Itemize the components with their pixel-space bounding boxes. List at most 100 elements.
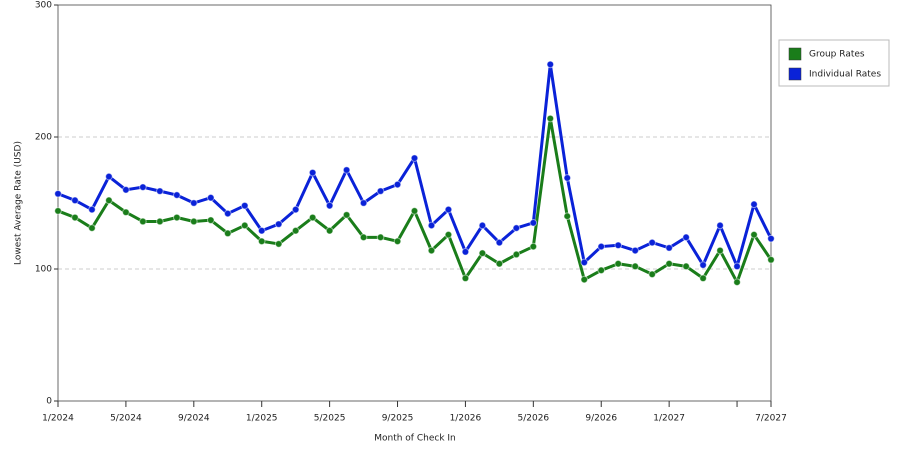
data-point <box>359 233 368 242</box>
y-tick-label: 300 <box>35 1 52 11</box>
data-point <box>240 221 249 230</box>
data-point <box>359 199 368 207</box>
data-point <box>206 216 215 224</box>
y-axis-label: Lowest Average Rate (USD) <box>14 141 24 265</box>
data-point <box>274 240 283 248</box>
data-point <box>648 270 656 279</box>
y-tick-label: 0 <box>46 397 52 407</box>
x-tick-label: 1/2026 <box>450 414 482 424</box>
data-point <box>767 255 775 264</box>
data-point <box>665 259 673 268</box>
data-point <box>308 213 317 222</box>
x-tick-label: 1/2025 <box>246 414 278 424</box>
data-point <box>257 237 266 246</box>
x-axis-label: Month of Check In <box>374 434 456 444</box>
data-point <box>139 183 147 191</box>
data-point <box>512 224 521 232</box>
plot-frame <box>57 4 772 402</box>
x-tick-label: 9/2025 <box>382 414 414 424</box>
data-point <box>461 248 470 256</box>
data-point <box>291 226 300 235</box>
x-tick-label: 7/2027 <box>755 414 787 424</box>
data-point <box>478 221 487 230</box>
data-point <box>54 207 62 215</box>
data-point <box>54 189 62 198</box>
data-point <box>631 262 639 271</box>
data-point <box>223 229 232 238</box>
data-point <box>308 168 317 177</box>
data-point <box>122 186 130 194</box>
data-point <box>716 221 724 230</box>
x-tick-label: 1/2024 <box>42 414 74 424</box>
data-point <box>190 199 198 207</box>
data-point <box>410 207 419 215</box>
y-tick-label: 100 <box>35 265 52 275</box>
data-point <box>699 261 707 269</box>
data-point <box>682 262 690 271</box>
data-point <box>546 60 555 69</box>
data-point <box>529 219 538 227</box>
data-point <box>478 249 487 257</box>
data-point <box>648 238 656 247</box>
data-point <box>444 205 453 214</box>
data-point <box>597 242 606 251</box>
data-point <box>71 213 79 222</box>
data-point <box>716 246 724 255</box>
data-point <box>546 114 555 123</box>
data-point <box>122 208 130 217</box>
data-point <box>257 226 266 235</box>
data-point <box>597 266 606 275</box>
data-point <box>342 166 351 174</box>
data-point <box>393 237 402 246</box>
data-point <box>291 205 300 214</box>
data-point <box>750 200 758 209</box>
data-point <box>240 201 249 210</box>
data-point <box>580 275 589 284</box>
data-point <box>156 217 164 226</box>
x-tick-label: 1/2027 <box>653 414 685 424</box>
data-point <box>71 196 79 205</box>
data-point <box>495 238 504 247</box>
data-point <box>376 233 385 242</box>
x-tick-label: 5/2025 <box>314 414 346 424</box>
data-point <box>563 212 572 220</box>
data-point <box>665 244 673 252</box>
x-tick-label: 5/2024 <box>110 414 142 424</box>
data-point <box>105 172 113 181</box>
legend-swatch <box>788 67 802 81</box>
data-point <box>223 209 232 218</box>
data-point <box>376 187 385 195</box>
data-point <box>682 233 690 242</box>
data-point <box>427 221 436 230</box>
data-point <box>631 246 639 255</box>
data-point <box>393 180 402 189</box>
data-point <box>342 211 351 219</box>
data-point <box>767 234 775 243</box>
x-tick-label: 5/2026 <box>517 414 549 424</box>
data-point <box>325 226 334 235</box>
data-point <box>495 259 504 268</box>
data-point <box>156 187 164 195</box>
series-line <box>57 62 773 268</box>
legend-swatch <box>788 47 802 61</box>
data-point <box>274 220 283 228</box>
data-point <box>614 241 623 250</box>
data-point <box>529 242 538 251</box>
data-point <box>410 154 419 162</box>
data-point <box>88 224 96 232</box>
data-point <box>173 213 181 222</box>
data-point <box>206 193 215 202</box>
y-tick-label: 200 <box>35 133 52 143</box>
data-point <box>563 174 572 182</box>
x-tick-label: 9/2026 <box>585 414 617 424</box>
data-point <box>733 262 741 271</box>
legend-label: Group Rates <box>809 50 865 60</box>
data-point <box>190 217 198 226</box>
data-point <box>105 196 113 205</box>
data-point <box>88 205 96 214</box>
data-point <box>427 246 436 255</box>
data-point <box>580 258 589 267</box>
data-point <box>173 191 181 199</box>
data-point <box>614 259 623 268</box>
data-point <box>139 217 147 226</box>
